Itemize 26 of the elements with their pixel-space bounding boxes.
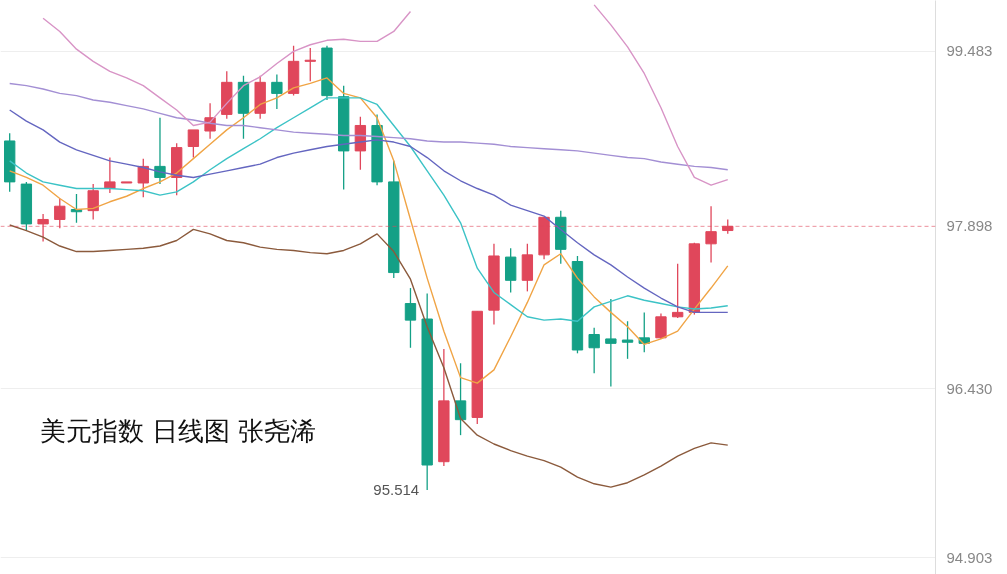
candlestick bbox=[154, 117, 166, 185]
candlestick bbox=[137, 158, 149, 199]
y-tick-label: 96.430 bbox=[946, 379, 993, 397]
candlestick bbox=[705, 205, 717, 264]
text: 美元指数 日线图 张尧浠 bbox=[39, 416, 317, 446]
ref-line-label: 97.898 bbox=[946, 217, 993, 235]
line-series bbox=[8, 82, 729, 171]
candlestick bbox=[621, 320, 634, 360]
y-tick-label: 99.483 bbox=[946, 42, 993, 60]
candlestick bbox=[271, 73, 283, 110]
annotation: 95.514 bbox=[373, 481, 420, 498]
candlestick bbox=[37, 213, 49, 243]
candlestick bbox=[655, 312, 667, 340]
candlestick bbox=[504, 247, 517, 294]
candlestick bbox=[588, 327, 600, 374]
candlestick bbox=[671, 263, 684, 319]
y-tick-label: 94.903 bbox=[946, 548, 993, 566]
candlestick bbox=[54, 197, 66, 229]
candlestick bbox=[87, 183, 99, 221]
line-series bbox=[8, 77, 729, 384]
candlestick bbox=[605, 298, 617, 388]
candlestick bbox=[404, 287, 417, 349]
candlestick bbox=[104, 156, 116, 194]
candlestick bbox=[638, 311, 650, 353]
candlestick bbox=[304, 47, 316, 82]
candlestick bbox=[187, 129, 200, 159]
